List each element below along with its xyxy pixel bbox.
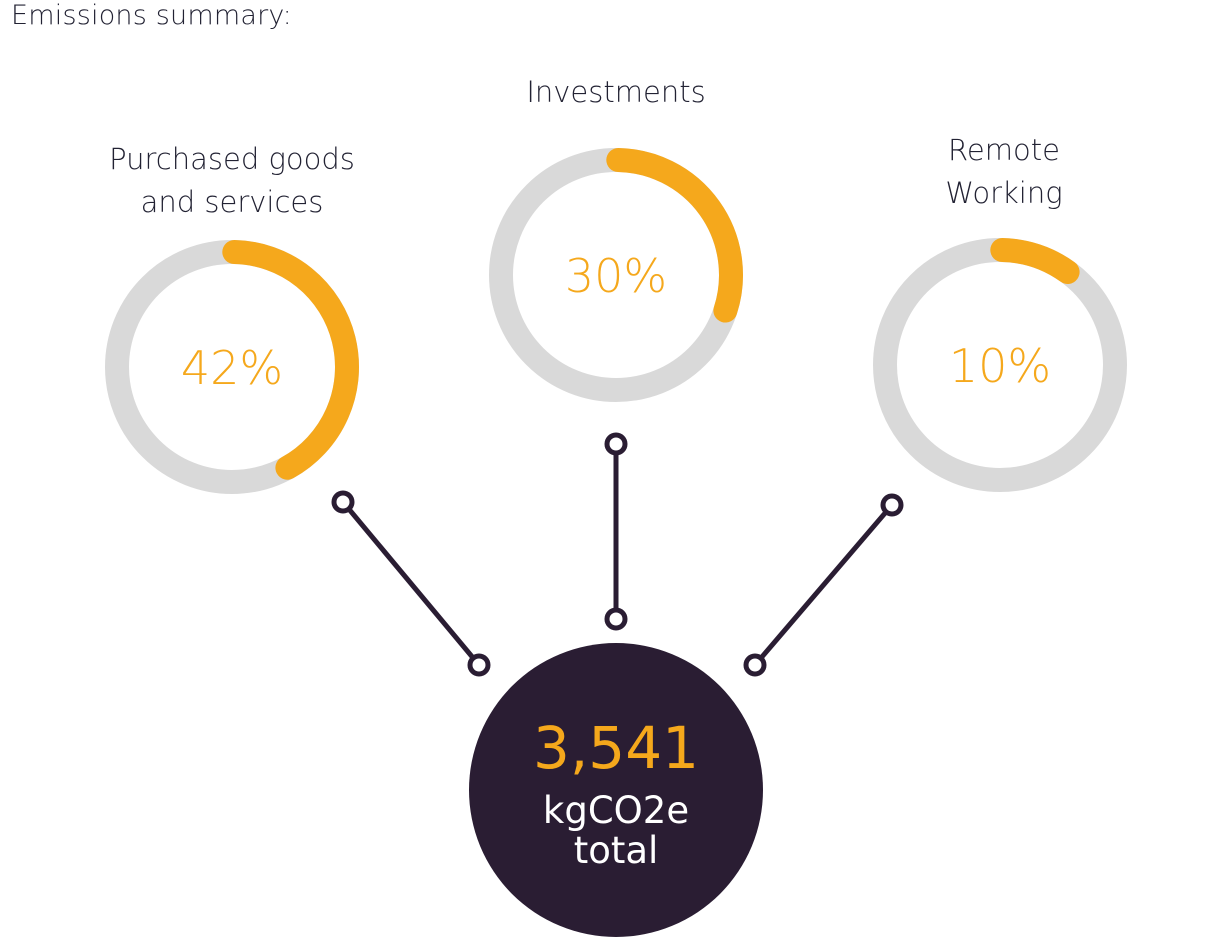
connector-left (331, 490, 491, 677)
connector-line (341, 500, 481, 667)
connector-line (753, 503, 894, 667)
connector-node (331, 490, 355, 514)
donut-purchased-goods: 42% (105, 240, 359, 494)
donut-investments: 30% (489, 148, 743, 402)
total-label: total (574, 829, 659, 872)
total-circle-background (469, 643, 763, 937)
donut-progress-arc (990, 238, 1080, 284)
total-value: 3,541 (533, 714, 699, 782)
connector-node (604, 607, 628, 631)
connector-node (467, 653, 491, 677)
total-emissions-circle: 3,541 kgCO2e total (469, 643, 763, 937)
category-label-line: Remote (948, 133, 1060, 167)
category-label-remote-working: Remote Working (854, 129, 1154, 215)
donut-percent-text: 10% (949, 339, 1051, 393)
connector-node (604, 432, 628, 456)
category-label-line: Purchased goods (109, 142, 355, 176)
category-label-line: Working (945, 176, 1063, 210)
category-label-line: and services (140, 185, 324, 219)
donut-remote-working: 10% (873, 238, 1127, 492)
connector-node (880, 493, 904, 517)
connector-node (743, 653, 767, 677)
total-unit: kgCO2e (543, 789, 689, 832)
connector-right (743, 493, 904, 677)
category-label-line: Investments (526, 75, 706, 109)
donut-percent-text: 30% (565, 249, 667, 303)
page-title: Emissions summary: (11, 0, 292, 31)
donut-progress-arc (606, 148, 743, 323)
donut-progress-arc (222, 240, 359, 480)
category-label-investments: Investments (466, 71, 766, 114)
category-label-purchased-goods: Purchased goods and services (82, 138, 382, 224)
connector-middle (604, 432, 628, 631)
donut-percent-text: 42% (181, 341, 283, 395)
